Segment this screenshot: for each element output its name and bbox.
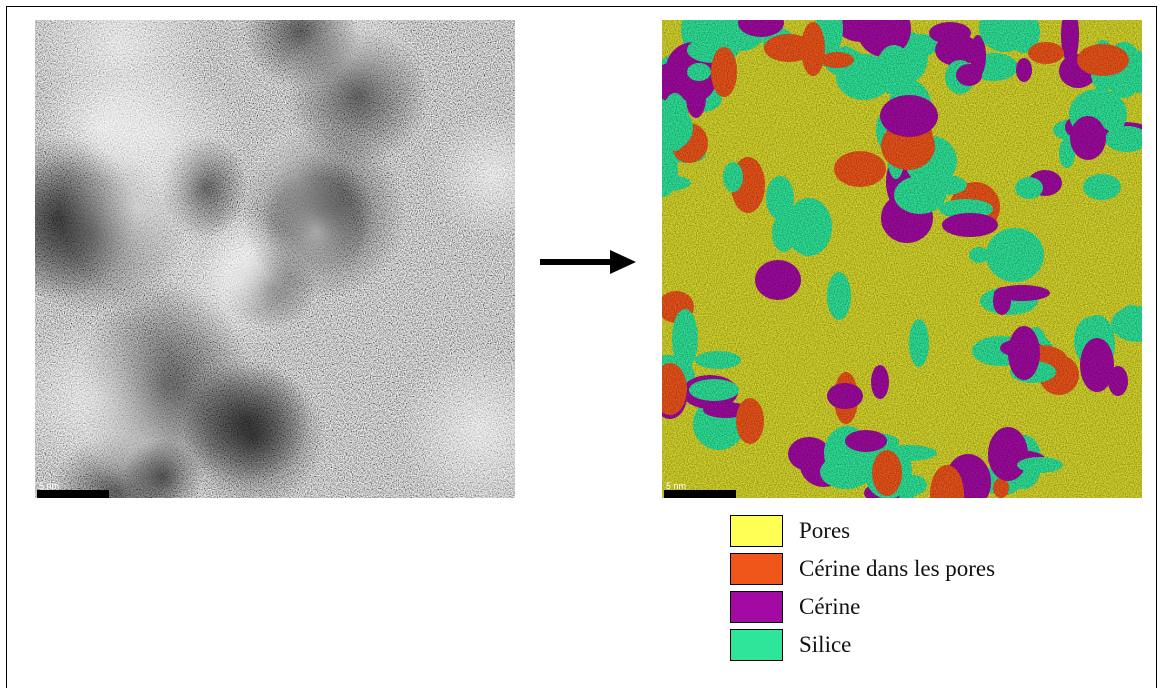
tem-contrast-region [429,111,515,239]
legend: Pores Cérine dans les pores Cérine Silice [730,512,1130,664]
tem-scale-bar [37,490,109,498]
figure-frame [6,6,1157,688]
segmented-image: 5 nm [662,20,1142,498]
right-arrow-icon [540,250,636,274]
legend-item: Pores [730,512,1130,550]
legend-label: Silice [799,632,852,657]
legend-swatch [730,591,783,623]
tem-contrast-region [35,318,184,480]
legend-label: Cérine dans les pores [799,556,996,581]
tem-image [35,20,515,498]
tem-contrast-region [182,366,326,498]
tem-micrograph: 5 nm [35,20,515,498]
legend-item: Cérine dans les pores [730,550,1130,588]
segmented-scale-bar [664,490,736,498]
tem-contrast-region [399,345,515,498]
legend-label: Cérine [799,594,861,619]
tem-contrast-region [243,20,359,87]
legend-swatch [730,629,783,661]
tem-scale-label: 5 nm [39,481,60,491]
segmentation-map [662,20,1142,498]
segmented-scale-label: 5 nm [666,481,687,491]
tem-contrast-region [271,177,361,285]
legend-swatch [730,553,783,585]
tem-contrast-region [60,123,216,293]
legend-item: Cérine [730,588,1130,626]
legend-item: Silice [730,626,1130,664]
legend-swatch [730,515,783,547]
legend-label: Pores [799,518,851,543]
